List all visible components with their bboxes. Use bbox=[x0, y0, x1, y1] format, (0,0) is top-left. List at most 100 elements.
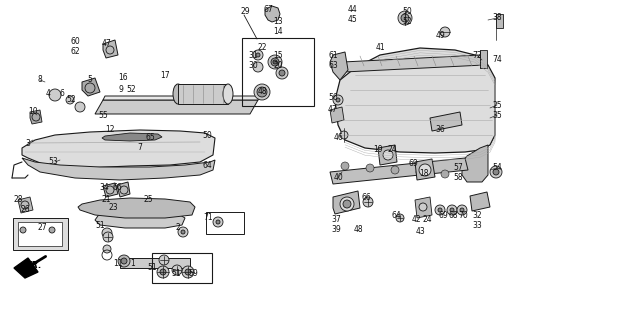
Text: 32: 32 bbox=[472, 211, 482, 220]
Ellipse shape bbox=[173, 84, 183, 104]
Polygon shape bbox=[95, 210, 185, 228]
Bar bbox=[18, 222, 62, 246]
Text: 24: 24 bbox=[387, 146, 397, 155]
Circle shape bbox=[447, 205, 457, 215]
Circle shape bbox=[366, 164, 374, 172]
Text: 19: 19 bbox=[373, 146, 383, 155]
Text: 22: 22 bbox=[257, 44, 266, 52]
Text: 21: 21 bbox=[101, 195, 110, 204]
Polygon shape bbox=[415, 197, 432, 218]
Text: 43: 43 bbox=[415, 228, 425, 236]
Circle shape bbox=[438, 208, 442, 212]
Polygon shape bbox=[102, 133, 162, 141]
Circle shape bbox=[49, 89, 61, 101]
Text: 15: 15 bbox=[273, 51, 283, 60]
Text: 16: 16 bbox=[118, 74, 128, 83]
Circle shape bbox=[279, 70, 285, 76]
Text: 5: 5 bbox=[87, 76, 92, 84]
Text: 10: 10 bbox=[28, 108, 38, 116]
Circle shape bbox=[391, 166, 399, 174]
Circle shape bbox=[49, 227, 55, 233]
Polygon shape bbox=[330, 52, 348, 80]
Text: 70: 70 bbox=[458, 211, 468, 220]
Text: 63: 63 bbox=[328, 60, 338, 69]
Polygon shape bbox=[335, 48, 495, 153]
Text: 45: 45 bbox=[347, 15, 357, 25]
Circle shape bbox=[253, 62, 263, 72]
Text: 38: 38 bbox=[492, 13, 502, 22]
Text: 18: 18 bbox=[419, 169, 429, 178]
Text: 14: 14 bbox=[273, 28, 283, 36]
Circle shape bbox=[103, 232, 113, 242]
Polygon shape bbox=[82, 78, 100, 96]
Polygon shape bbox=[415, 159, 435, 180]
Circle shape bbox=[401, 14, 409, 22]
Circle shape bbox=[416, 168, 424, 176]
Circle shape bbox=[441, 170, 449, 178]
Polygon shape bbox=[22, 158, 215, 180]
Bar bbox=[120, 258, 190, 268]
Text: 2: 2 bbox=[175, 223, 180, 233]
Circle shape bbox=[159, 255, 169, 265]
Text: 25: 25 bbox=[143, 196, 153, 204]
Text: 25: 25 bbox=[492, 100, 502, 109]
Text: 61: 61 bbox=[328, 51, 338, 60]
Text: 68: 68 bbox=[448, 211, 458, 220]
Circle shape bbox=[257, 87, 267, 97]
Text: 35: 35 bbox=[492, 110, 502, 119]
Polygon shape bbox=[343, 55, 484, 72]
Polygon shape bbox=[95, 100, 258, 114]
Circle shape bbox=[254, 84, 270, 100]
Text: 17: 17 bbox=[160, 71, 170, 81]
Text: 71: 71 bbox=[203, 213, 213, 222]
Text: 27: 27 bbox=[37, 223, 47, 233]
Circle shape bbox=[213, 217, 223, 227]
Text: 40: 40 bbox=[333, 173, 343, 182]
Text: 51: 51 bbox=[95, 221, 105, 230]
Text: 64: 64 bbox=[391, 211, 401, 220]
Circle shape bbox=[435, 205, 445, 215]
Polygon shape bbox=[103, 183, 118, 197]
Polygon shape bbox=[103, 96, 260, 100]
Text: 23: 23 bbox=[108, 204, 118, 212]
Text: 36: 36 bbox=[435, 125, 445, 134]
Text: 55: 55 bbox=[98, 110, 108, 119]
Polygon shape bbox=[30, 110, 42, 124]
Text: 1: 1 bbox=[130, 260, 135, 268]
Circle shape bbox=[419, 203, 427, 211]
Text: 50: 50 bbox=[202, 131, 212, 140]
Text: 49: 49 bbox=[435, 31, 445, 41]
Bar bbox=[206, 212, 244, 234]
Polygon shape bbox=[265, 6, 280, 22]
Polygon shape bbox=[496, 14, 503, 28]
Text: 13: 13 bbox=[273, 18, 283, 27]
Text: 6: 6 bbox=[59, 89, 64, 98]
Circle shape bbox=[216, 220, 220, 224]
Circle shape bbox=[185, 269, 191, 275]
Text: 69: 69 bbox=[438, 211, 448, 220]
Circle shape bbox=[181, 230, 185, 234]
Text: 60: 60 bbox=[70, 37, 80, 46]
Text: 11: 11 bbox=[113, 260, 123, 268]
Polygon shape bbox=[430, 112, 462, 131]
Text: 59: 59 bbox=[188, 268, 198, 277]
Circle shape bbox=[182, 266, 194, 278]
Text: 64: 64 bbox=[202, 161, 212, 170]
Text: 52: 52 bbox=[66, 95, 76, 105]
Ellipse shape bbox=[223, 84, 233, 104]
Text: 41: 41 bbox=[375, 44, 385, 52]
Text: 51: 51 bbox=[147, 263, 157, 273]
Text: 9: 9 bbox=[119, 84, 124, 93]
Text: 69: 69 bbox=[408, 158, 418, 167]
Text: 44: 44 bbox=[347, 5, 357, 14]
Bar bbox=[242, 38, 314, 106]
Circle shape bbox=[460, 208, 464, 212]
Text: 56: 56 bbox=[328, 93, 338, 102]
Polygon shape bbox=[462, 145, 488, 182]
Polygon shape bbox=[14, 258, 38, 278]
Text: 66: 66 bbox=[112, 182, 122, 191]
Text: 39: 39 bbox=[331, 226, 341, 235]
Text: 65: 65 bbox=[145, 133, 155, 142]
Text: 74: 74 bbox=[492, 55, 502, 65]
Polygon shape bbox=[178, 84, 228, 104]
